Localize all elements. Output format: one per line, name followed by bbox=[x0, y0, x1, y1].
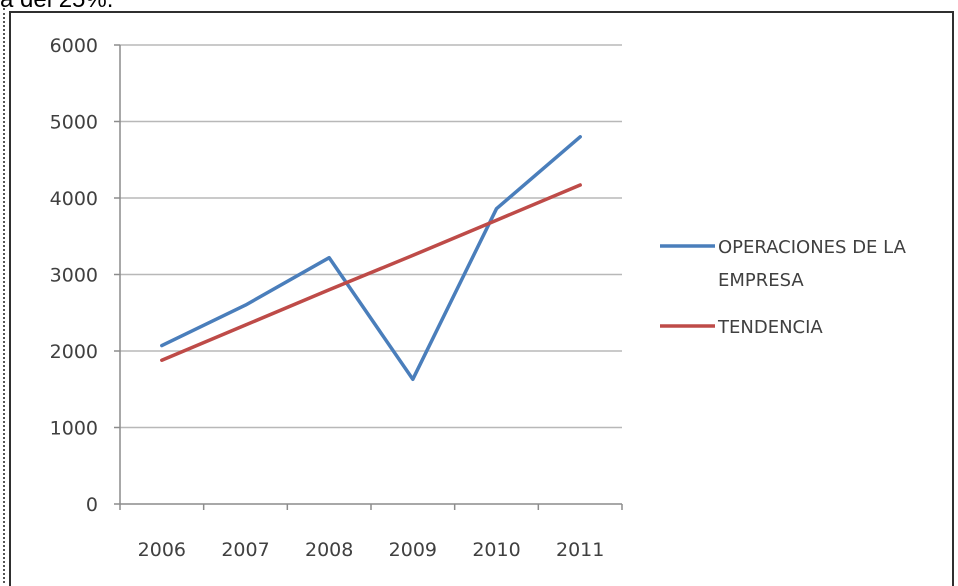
y-axis-ticks: 0 1000 2000 3000 4000 5000 6000 bbox=[50, 35, 120, 516]
y-tick-label: 6000 bbox=[50, 35, 98, 57]
x-axis-ticks: 2006 2007 2008 2009 2010 2011 bbox=[120, 504, 622, 561]
x-tick-label: 2009 bbox=[389, 539, 437, 561]
series-line-2 bbox=[162, 185, 580, 360]
legend-label: TENDENCIA bbox=[717, 317, 823, 338]
legend-label: EMPRESA bbox=[718, 270, 804, 291]
x-tick-label: 2010 bbox=[472, 539, 520, 561]
y-tick-label: 5000 bbox=[50, 112, 98, 134]
y-tick-label: 1000 bbox=[50, 418, 98, 440]
x-tick-label: 2011 bbox=[556, 539, 604, 561]
legend: OPERACIONES DE LA EMPRESA TENDENCIA bbox=[660, 237, 907, 338]
x-tick-label: 2008 bbox=[305, 539, 353, 561]
y-tick-label: 3000 bbox=[50, 265, 98, 287]
series-line-1 bbox=[162, 137, 580, 379]
y-tick-label: 2000 bbox=[50, 341, 98, 363]
x-tick-label: 2006 bbox=[138, 539, 186, 561]
x-tick-label: 2007 bbox=[221, 539, 269, 561]
grid-lines bbox=[120, 45, 622, 428]
y-tick-label: 0 bbox=[86, 494, 98, 516]
series-lines bbox=[162, 137, 581, 380]
legend-label: OPERACIONES DE LA bbox=[718, 237, 907, 258]
y-tick-label: 4000 bbox=[50, 188, 98, 210]
